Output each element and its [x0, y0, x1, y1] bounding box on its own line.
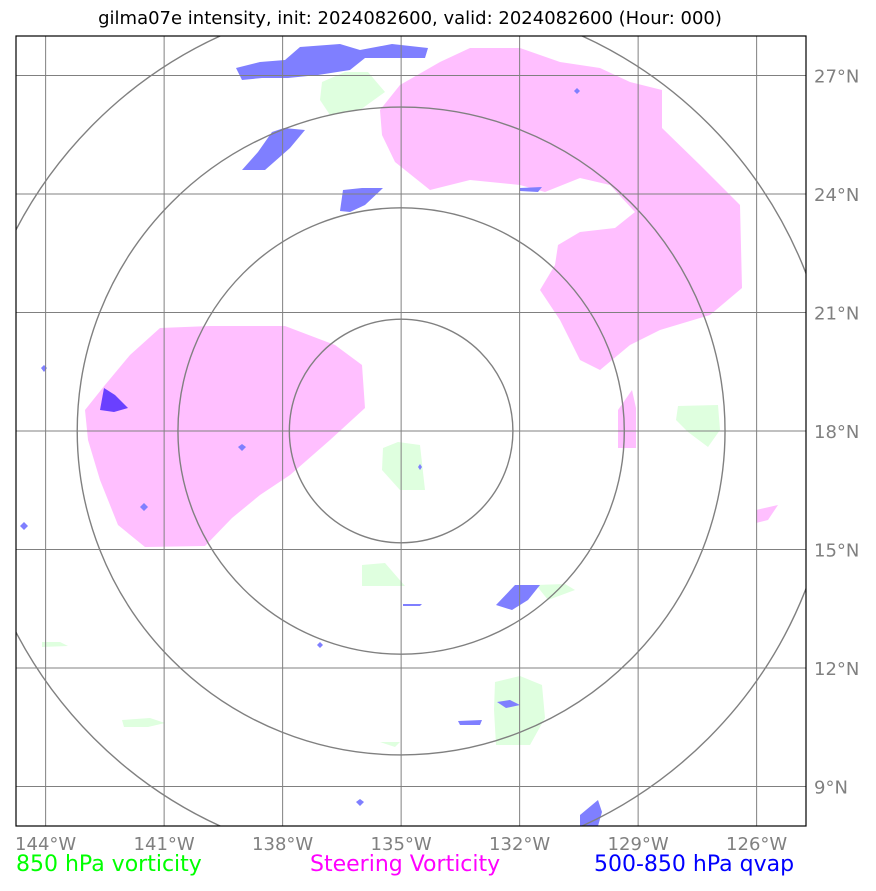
vorticity-area-southwest-1: [122, 718, 165, 727]
longitude-tick-label: 135°W: [371, 834, 432, 855]
qvap-dot-5: [574, 88, 580, 94]
latitude-tick-label: 27°N: [814, 67, 859, 88]
qvap-dot-8: [418, 464, 422, 470]
vorticity-area-south-4: [380, 742, 400, 747]
qvap-area-south-3: [458, 720, 482, 725]
qvap-dot-2: [238, 444, 246, 451]
qvap-area-south-4: [403, 604, 422, 606]
steering-vorticity-area-north: [380, 48, 742, 370]
qvap-area-south-1: [496, 585, 540, 610]
qvap-area-north-4: [520, 187, 542, 192]
latitude-tick-label: 12°N: [814, 659, 859, 680]
longitude-tick-label: 144°W: [15, 834, 76, 855]
latitude-tick-label: 9°N: [814, 778, 848, 799]
qvap-area-north-2: [242, 128, 305, 170]
range-ring: [76, 106, 726, 756]
qvap-area-west: [100, 388, 128, 412]
qvap-dot-7: [356, 799, 364, 806]
range-ring: [177, 207, 626, 655]
longitude-tick-label: 141°W: [134, 834, 195, 855]
lat-lon-grid: [16, 36, 806, 826]
vorticity-area-east: [676, 405, 720, 447]
steering-vorticity-field: [85, 48, 778, 547]
qvap-dot-6: [317, 642, 323, 648]
steering-vorticity-area-southeast: [756, 505, 778, 523]
steering-vorticity-area-east: [618, 390, 636, 448]
longitude-tick-label: 129°W: [608, 834, 669, 855]
legend-500-850-hpa-qvap: 500-850 hPa qvap: [594, 852, 795, 877]
qvap-area-north-3: [340, 188, 383, 212]
vorticity-area-north: [320, 72, 385, 115]
legend-850-hpa-vorticity: 850 hPa vorticity: [16, 852, 202, 877]
steering-vorticity-area-west: [85, 326, 365, 547]
longitude-tick-label: 138°W: [252, 834, 313, 855]
latitude-tick-label: 18°N: [814, 422, 859, 443]
range-ring: [288, 318, 514, 544]
longitude-tick-labels: 144°W 141°W 138°W 135°W 132°W 129°W 126°W: [15, 834, 787, 855]
vorticity-area-center: [382, 442, 425, 490]
latitude-tick-labels: 27°N 24°N 21°N 18°N 15°N 12°N 9°N: [814, 67, 859, 799]
vorticity-area-southwest-2: [42, 642, 68, 647]
range-rings: [16, 36, 806, 826]
qvap-dot-4: [20, 522, 28, 530]
latitude-tick-label: 21°N: [814, 304, 859, 325]
map-title: gilma07e intensity, init: 2024082600, va…: [98, 8, 722, 29]
legend-steering-vorticity: Steering Vorticity: [310, 852, 501, 877]
qvap-area-south-2: [497, 700, 520, 708]
latitude-tick-label: 24°N: [814, 185, 859, 206]
longitude-tick-label: 132°W: [489, 834, 550, 855]
plot-frame: [15, 35, 807, 827]
qvap-area-north-1: [236, 44, 428, 80]
latitude-tick-label: 15°N: [814, 541, 859, 562]
longitude-tick-label: 126°W: [726, 834, 787, 855]
vorticity-area-south-1: [362, 563, 405, 586]
map-plot-area: [16, 36, 806, 826]
qvap-dot-3: [140, 503, 148, 511]
